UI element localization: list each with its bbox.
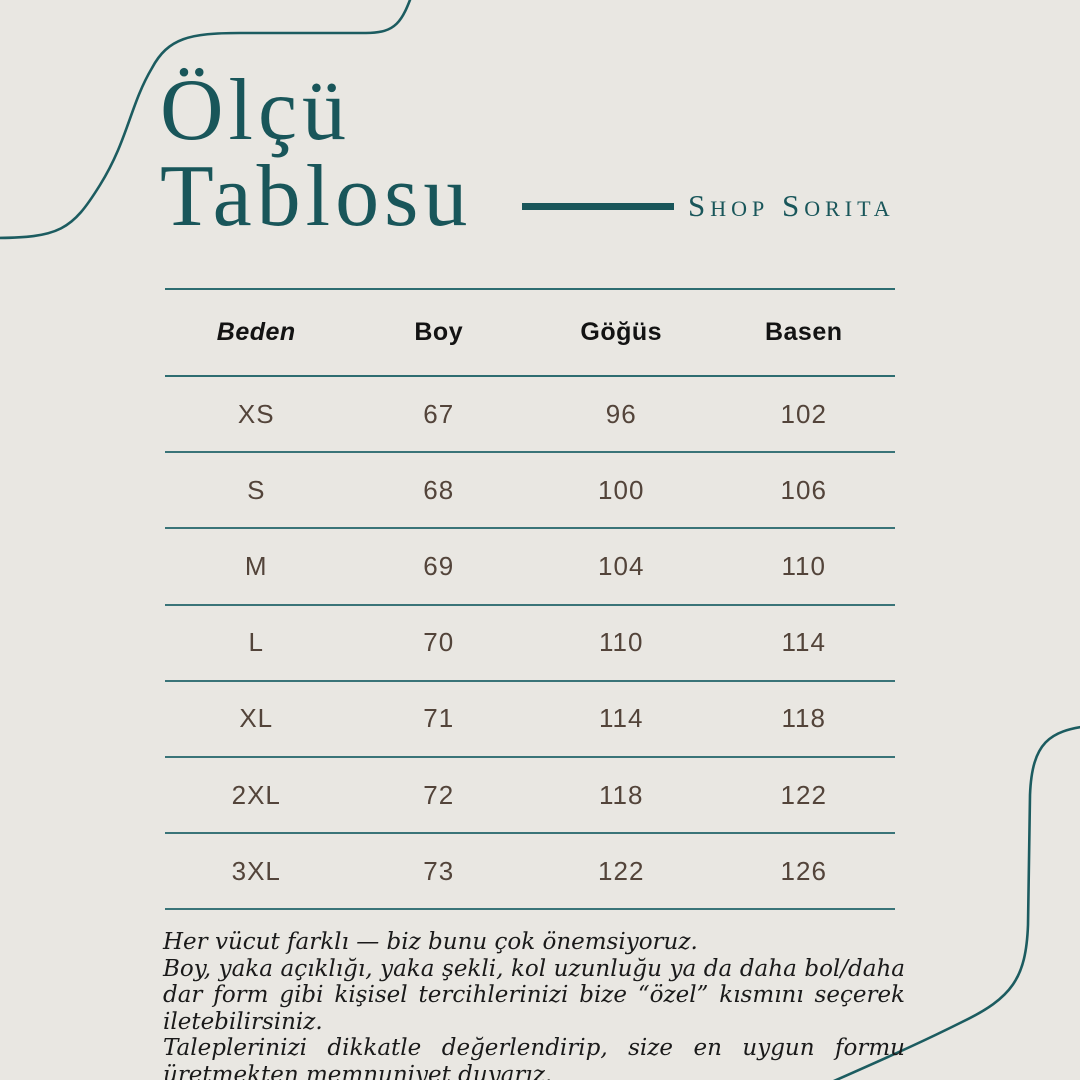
size-label: S <box>247 474 266 505</box>
gogus-value: 104 <box>598 550 645 581</box>
basen-value: 122 <box>780 779 827 810</box>
boy-value: 69 <box>423 550 455 581</box>
basen-value: 126 <box>780 855 827 886</box>
table-header-row: Beden Boy Göğüs Basen <box>165 290 895 377</box>
column-header-boy: Boy <box>414 318 464 346</box>
table-row-xl: XL 71 114 118 <box>165 682 895 758</box>
size-table: Beden Boy Göğüs Basen XS 67 96 102 S 68 … <box>165 288 895 911</box>
column-header-gogus: Göğüs <box>580 318 663 346</box>
boy-value: 68 <box>423 474 455 505</box>
table-row-s: S 68 100 106 <box>165 453 895 530</box>
table-row-3xl: 3XL 73 122 126 <box>165 834 895 911</box>
gogus-value: 114 <box>599 703 644 734</box>
boy-value: 73 <box>423 855 455 886</box>
size-label: M <box>244 550 268 581</box>
table-row-m: M 69 104 110 <box>165 529 895 606</box>
size-label: XL <box>239 703 274 734</box>
basen-value: 106 <box>780 474 827 505</box>
basen-value: 114 <box>781 627 826 658</box>
footer-note: Her vücut farklı — biz bunu çok önemsiyo… <box>163 929 905 1080</box>
column-header-beden: Beden <box>216 318 296 346</box>
basen-value: 102 <box>780 398 827 429</box>
table-row-2xl: 2XL 72 118 122 <box>165 758 895 835</box>
brand-divider-line <box>522 202 674 210</box>
gogus-value: 122 <box>598 855 645 886</box>
boy-value: 70 <box>423 627 455 658</box>
brand-name: Shop Sorita <box>688 188 895 223</box>
basen-value: 118 <box>781 703 826 734</box>
column-header-basen: Basen <box>764 318 843 346</box>
footer-line-1: Her vücut farklı — biz bunu çok önemsiyo… <box>163 929 698 955</box>
basen-value: 110 <box>781 550 826 581</box>
footer-paragraph-2: Boy, yaka açıklığı, yaka şekli, kol uzun… <box>163 955 905 1035</box>
table-row-xs: XS 67 96 102 <box>165 377 895 454</box>
title-line-1: Ölçü <box>160 62 352 159</box>
boy-value: 72 <box>423 779 455 810</box>
gogus-value: 110 <box>599 627 644 658</box>
gogus-value: 96 <box>605 398 637 429</box>
gogus-value: 118 <box>599 779 644 810</box>
page-title: Ölçü Tablosu <box>160 62 473 245</box>
size-label: 3XL <box>231 855 281 886</box>
table-row-l: L 70 110 114 <box>165 606 895 682</box>
size-label: 2XL <box>231 779 281 810</box>
boy-value: 67 <box>423 398 455 429</box>
footer-paragraph-3: Taleplerinizi dikkatle değerlendirip, si… <box>163 1035 905 1080</box>
brand-row: Shop Sorita <box>522 187 895 225</box>
gogus-value: 100 <box>598 474 645 505</box>
size-label: XS <box>237 398 275 429</box>
boy-value: 71 <box>423 703 455 734</box>
size-label: L <box>248 627 264 658</box>
title-line-2: Tablosu <box>160 148 473 245</box>
